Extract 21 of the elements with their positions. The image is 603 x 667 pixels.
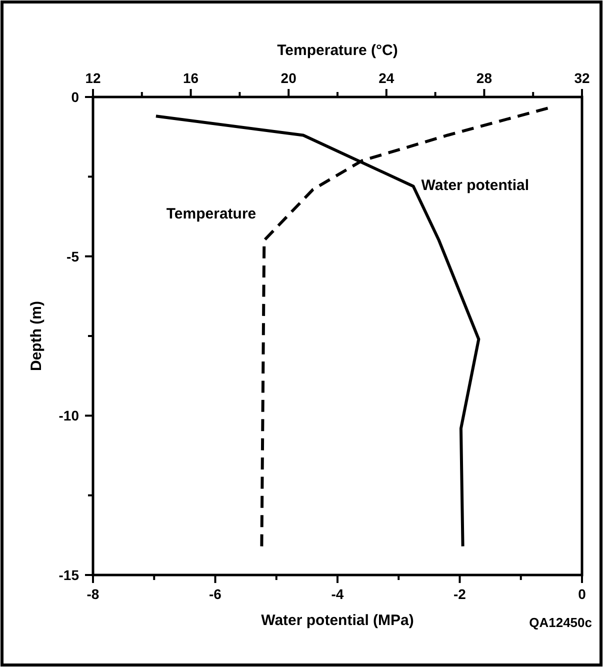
series-label: Temperature (166, 205, 256, 222)
series-label: Water potential (421, 177, 530, 194)
x-tick-label: -8 (86, 586, 100, 602)
x-tick-label: -4 (331, 586, 344, 602)
x2-tick-label: 16 (183, 70, 199, 86)
text: QA12450c (529, 615, 592, 630)
x2-tick-label: 20 (280, 70, 297, 86)
x-tick-label: -2 (454, 586, 466, 602)
x2-axis-title: Temperature (°C) (277, 42, 398, 59)
x-axis-title: Water potential (MPa) (261, 612, 414, 629)
y-tick-label: 0 (71, 89, 80, 105)
y-tick-label: -10 (58, 408, 80, 424)
x2-tick-label: 24 (378, 70, 394, 86)
x2-tick-label: 28 (476, 70, 492, 86)
x-tick-label: 0 (578, 586, 586, 602)
y-axis-title: Depth (m) (28, 301, 45, 371)
x2-tick-label: 32 (574, 70, 590, 86)
y-tick-label: -15 (58, 567, 80, 583)
x2-tick-label: 12 (85, 70, 101, 86)
y-tick-label: -5 (66, 248, 80, 264)
x-tick-label: -6 (209, 586, 222, 602)
